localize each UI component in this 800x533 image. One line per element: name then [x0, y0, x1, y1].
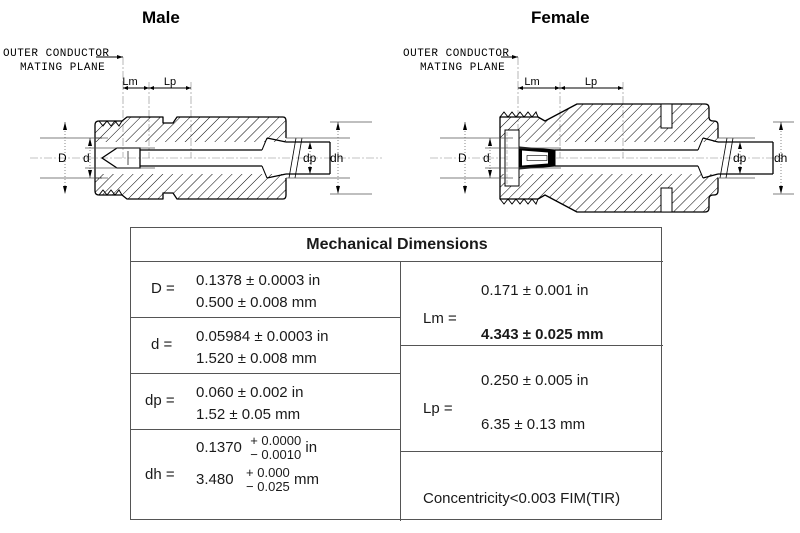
svg-text:D: D — [58, 151, 67, 165]
svg-text:dp: dp — [733, 151, 747, 165]
svg-text:dh: dh — [330, 151, 343, 165]
svg-text:MATING PLANE: MATING PLANE — [20, 62, 105, 74]
svg-text:D: D — [458, 151, 467, 165]
svg-text:MATING PLANE: MATING PLANE — [420, 62, 505, 74]
svg-text:Lm: Lm — [122, 76, 137, 88]
svg-text:OUTER CONDUCTOR: OUTER CONDUCTOR — [403, 48, 510, 60]
svg-text:dh: dh — [774, 151, 787, 165]
svg-text:Lp: Lp — [164, 76, 176, 88]
svg-text:d: d — [83, 151, 90, 165]
svg-text:Lp: Lp — [585, 76, 597, 88]
svg-text:OUTER CONDUCTOR: OUTER CONDUCTOR — [3, 48, 110, 60]
svg-text:dp: dp — [303, 151, 317, 165]
svg-text:Lm: Lm — [524, 76, 539, 88]
svg-text:d: d — [483, 151, 490, 165]
